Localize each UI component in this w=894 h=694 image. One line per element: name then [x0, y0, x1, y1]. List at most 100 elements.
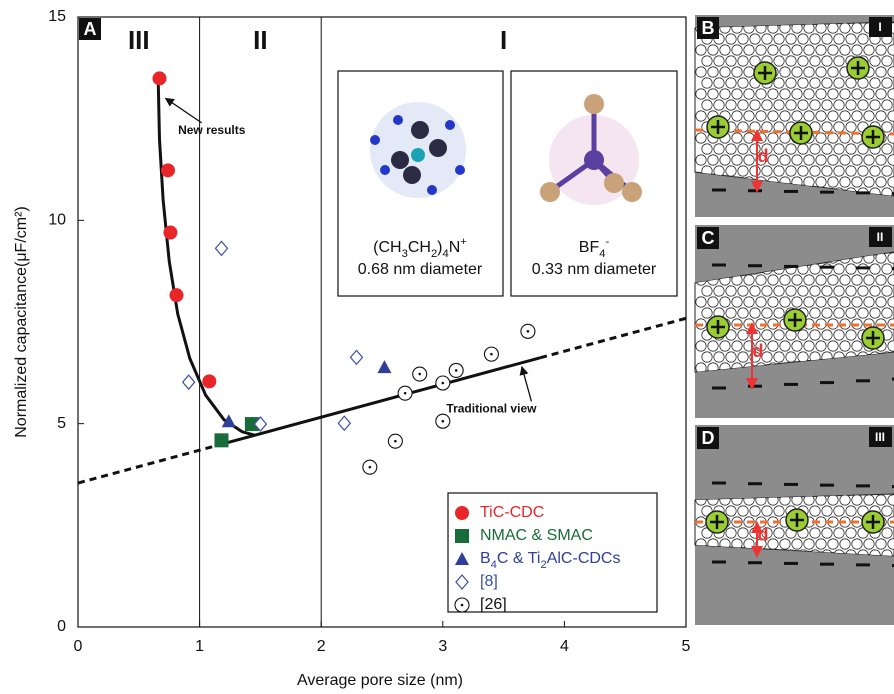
solvent-molecule — [881, 121, 893, 133]
solvent-molecule — [767, 132, 779, 144]
regime-box — [869, 427, 892, 447]
solvent-molecule — [755, 88, 767, 100]
solvent-molecule — [791, 538, 803, 550]
solvent-molecule — [731, 44, 743, 56]
data-point — [253, 416, 268, 432]
solvent-molecule — [815, 110, 827, 122]
negative-charge — [892, 377, 894, 381]
solvent-molecule — [809, 99, 821, 111]
solvent-molecule — [779, 44, 791, 56]
solvent-molecule — [887, 296, 894, 308]
solvent-molecule — [779, 132, 791, 144]
solvent-molecule — [845, 527, 857, 539]
solvent-molecule — [749, 55, 761, 67]
solvent-molecule — [767, 110, 779, 122]
solvent-molecule — [881, 527, 893, 539]
solvent-molecule — [737, 527, 749, 539]
solvent-molecule — [839, 110, 851, 122]
solvent-molecule — [833, 143, 845, 155]
solvent-molecule — [869, 99, 881, 111]
region-label: III — [128, 25, 150, 55]
solvent-molecule — [863, 176, 875, 188]
negative-charge — [748, 482, 762, 486]
solvent-molecule — [845, 307, 857, 319]
negative-charge — [712, 386, 726, 390]
solvent-molecule — [887, 44, 894, 56]
solvent-molecule — [827, 538, 839, 550]
negative-charge — [712, 560, 726, 564]
solvent-molecule — [803, 44, 815, 56]
solvent-molecule — [887, 154, 894, 166]
solvent-molecule — [821, 329, 833, 341]
solvent-molecule — [851, 88, 863, 100]
solvent-molecule — [791, 88, 803, 100]
solvent-molecule — [863, 154, 875, 166]
solvent-molecule — [767, 88, 779, 100]
solvent-molecule — [797, 329, 809, 341]
solvent-molecule — [767, 44, 779, 56]
solvent-molecule — [851, 110, 863, 122]
solvent-molecule — [833, 165, 845, 177]
solvent-molecule — [791, 110, 803, 122]
solvent-molecule — [833, 307, 845, 319]
solvent-molecule — [713, 55, 725, 67]
solvent-molecule — [695, 66, 707, 78]
solvent-molecule — [827, 110, 839, 122]
solvent-molecule — [839, 538, 851, 550]
solvent-molecule — [761, 99, 773, 111]
cation-plus — [866, 515, 880, 529]
solvent-molecule — [821, 121, 833, 133]
solvent-molecule — [791, 296, 803, 308]
data-point — [163, 225, 178, 240]
solvent-molecule — [701, 143, 713, 155]
data-point — [349, 349, 364, 366]
solvent-molecule — [707, 88, 719, 100]
panel-label-box — [79, 18, 101, 40]
solvent-molecule — [785, 55, 797, 67]
solvent-molecule — [701, 307, 713, 319]
panel-label: B — [702, 18, 715, 38]
fit-line — [539, 316, 687, 360]
solvent-molecule — [875, 296, 887, 308]
negative-charge — [856, 191, 870, 195]
x-tick-label: 5 — [682, 638, 691, 655]
solvent-molecule — [785, 77, 797, 89]
solvent-molecule — [773, 165, 785, 177]
data-point — [160, 163, 175, 178]
legend-label: B4C & Ti2AlC-CDCs — [480, 550, 620, 571]
solvent-molecule — [875, 88, 887, 100]
solvent-molecule — [845, 143, 857, 155]
solvent-molecule — [725, 55, 737, 67]
solvent-molecule — [767, 154, 779, 166]
solvent-molecule — [833, 55, 845, 67]
solvent-molecule — [701, 55, 713, 67]
solvent-molecule — [779, 110, 791, 122]
solvent-molecule — [845, 165, 857, 177]
x-tick-label: 1 — [195, 638, 204, 655]
data-point — [483, 346, 499, 362]
solvent-molecule — [887, 88, 894, 100]
panel-label-box — [697, 17, 719, 39]
solvent-molecule — [863, 274, 875, 286]
panel-label: A — [84, 19, 97, 39]
solvent-molecule — [875, 110, 887, 122]
point-dot — [394, 439, 397, 443]
solvent-molecule — [833, 77, 845, 89]
solvent-molecule — [749, 165, 761, 177]
solvent-molecule — [839, 494, 851, 506]
solvent-molecule — [809, 263, 821, 275]
solvent-molecule — [881, 263, 893, 275]
solvent-molecule — [815, 66, 827, 78]
solvent-molecule — [779, 296, 791, 308]
x-axis-label: Average pore size (nm) — [297, 672, 463, 689]
solvent-molecule — [845, 33, 857, 45]
solvent-molecule — [809, 505, 821, 517]
solvent-molecule — [737, 307, 749, 319]
anion-model — [540, 94, 642, 205]
solvent-molecule — [743, 274, 755, 286]
ion-size: 0.33 nm diameter — [532, 261, 657, 278]
solvent-molecule — [749, 285, 761, 297]
solvent-molecule — [815, 132, 827, 144]
solvent-molecule — [815, 88, 827, 100]
solvent-molecule — [773, 33, 785, 45]
